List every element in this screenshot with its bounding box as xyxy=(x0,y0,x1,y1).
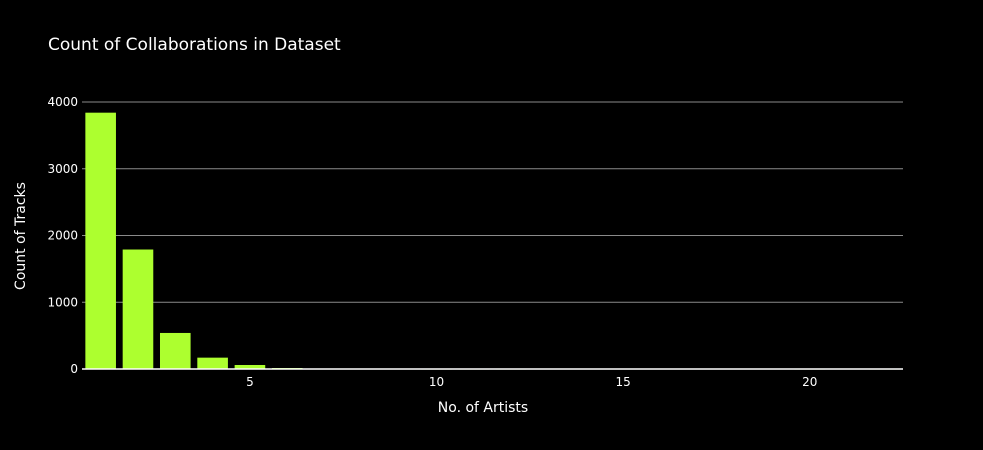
y-tick-label: 2000 xyxy=(47,229,78,243)
x-tick-label: 5 xyxy=(246,375,254,389)
y-tick-labels: 0 1000 2000 3000 4000 xyxy=(47,95,78,376)
gridlines xyxy=(82,101,903,303)
x-axis-title: No. of Artists xyxy=(438,400,528,416)
x-tick-label: 20 xyxy=(802,375,817,389)
y-tick-label: 0 xyxy=(70,362,78,376)
chart-title: Count of Collaborations in Dataset xyxy=(48,35,341,55)
bar-3 xyxy=(159,332,191,369)
x-tick-label: 10 xyxy=(429,375,444,389)
y-tick-label: 4000 xyxy=(47,95,78,109)
bar-2 xyxy=(122,249,154,369)
y-tick-label: 1000 xyxy=(47,295,78,309)
bars xyxy=(85,112,900,370)
y-axis-title: Count of Tracks xyxy=(13,182,29,290)
bar-4 xyxy=(197,357,228,369)
bar-5 xyxy=(234,364,266,369)
x-tick-labels: 5 10 15 20 xyxy=(246,375,817,389)
x-tick-label: 15 xyxy=(615,375,630,389)
bar-1 xyxy=(85,112,116,370)
y-tick-label: 3000 xyxy=(47,162,78,176)
